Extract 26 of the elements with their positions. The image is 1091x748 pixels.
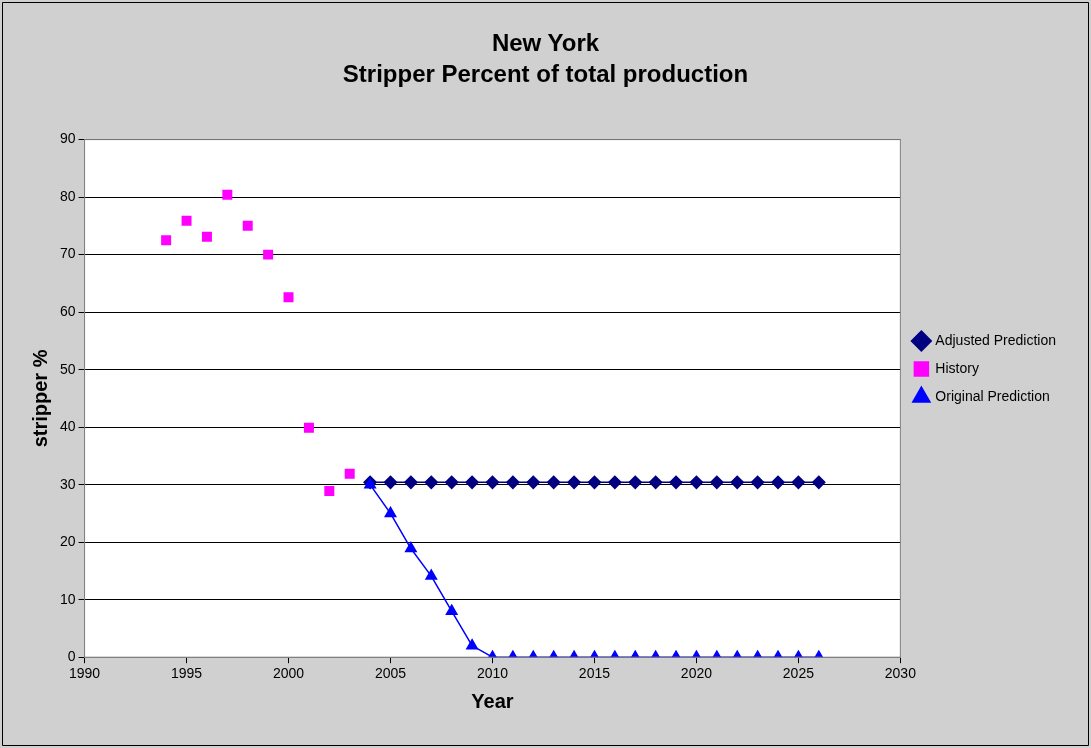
x-axis-title: Year xyxy=(471,689,514,712)
y-tick-label: 10 xyxy=(59,590,76,607)
y-tick-label: 20 xyxy=(59,533,76,550)
y-tick-label: 30 xyxy=(59,475,76,492)
y-tick-label: 60 xyxy=(59,302,76,319)
x-tick-label: 1995 xyxy=(170,665,203,682)
y-axis-title: stripper % xyxy=(28,349,51,448)
y-tick-label: 40 xyxy=(59,418,76,435)
legend-label: History xyxy=(935,359,979,376)
y-tick-label: 80 xyxy=(59,187,76,204)
x-tick-label: 1990 xyxy=(68,665,101,682)
x-tick-label: 2000 xyxy=(272,665,305,682)
x-tick-label: 2010 xyxy=(476,665,509,682)
y-tick-label: 70 xyxy=(59,245,76,262)
y-tick-label: 50 xyxy=(59,360,76,377)
x-tick-label: 2025 xyxy=(782,665,815,682)
x-tick-label: 2015 xyxy=(578,665,611,682)
x-tick-label: 2005 xyxy=(374,665,407,682)
legend-label: Adjusted Prediction xyxy=(935,331,1057,348)
chart-title: New York xyxy=(491,29,600,57)
chart-subtitle: Stripper Percent of total production xyxy=(342,59,749,87)
legend-label: Original Prediction xyxy=(935,387,1050,404)
x-tick-label: 2020 xyxy=(680,665,713,682)
y-tick-label: 0 xyxy=(67,648,76,665)
y-tick-label: 90 xyxy=(59,130,76,147)
x-tick-label: 2030 xyxy=(884,665,917,682)
